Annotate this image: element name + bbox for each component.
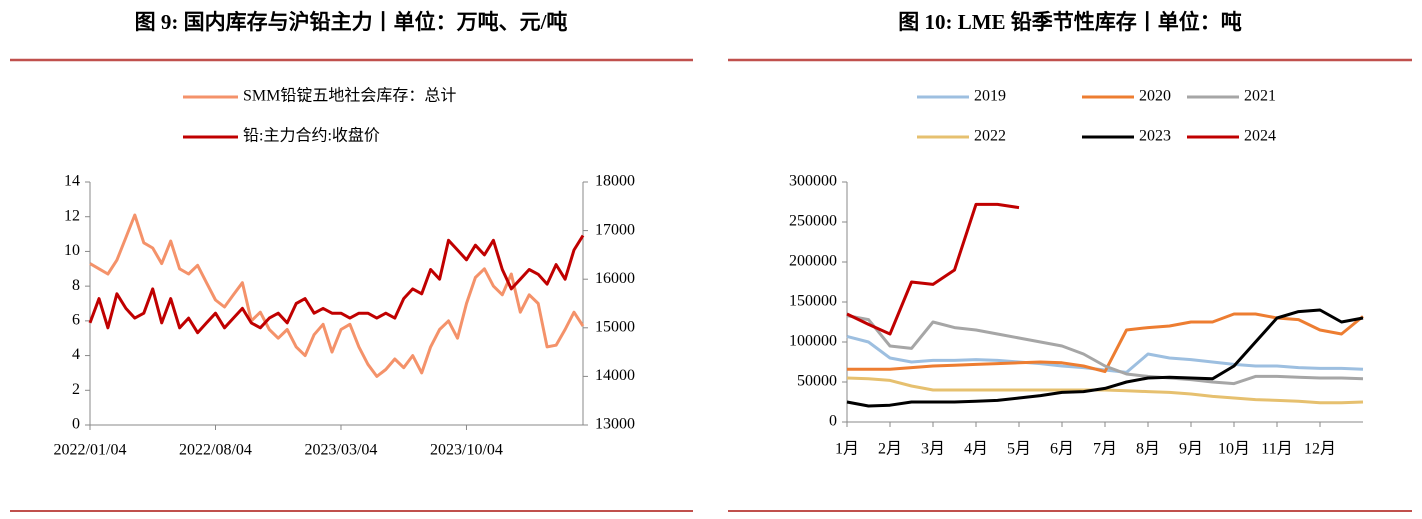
x-tick-label: 2022/08/04	[179, 442, 252, 459]
chart-title: 图 10: LME 铅季节性库存丨单位：吨	[898, 10, 1242, 34]
y-tick-label: 10	[64, 242, 80, 259]
x-tick-label: 12月	[1304, 441, 1336, 458]
legend-label: 2022	[974, 128, 1006, 145]
series-line	[846, 308, 1364, 408]
x-tick-label: 7月	[1093, 441, 1117, 458]
y2-tick-label: 16000	[595, 270, 635, 287]
x-tick-label: 4月	[964, 441, 988, 458]
x-tick-label: 9月	[1179, 441, 1203, 458]
legend-label: 2020	[1139, 88, 1171, 105]
y-tick-label: 8	[72, 277, 80, 294]
y2-tick-label: 14000	[595, 367, 635, 384]
x-tick-label: 2023/03/04	[305, 442, 378, 459]
y-tick-label: 300000	[789, 173, 837, 190]
series-line	[846, 202, 1020, 336]
x-tick-label: 8月	[1136, 441, 1160, 458]
y-tick-label: 12	[64, 207, 80, 224]
y-tick-label: 50000	[797, 373, 837, 390]
y-tick-label: 0	[72, 416, 80, 433]
x-tick-label: 3月	[921, 441, 945, 458]
x-tick-label: 2月	[878, 441, 902, 458]
y-tick-label: 150000	[789, 293, 837, 310]
series-line	[89, 213, 585, 378]
x-tick-label: 1月	[835, 441, 859, 458]
x-tick-label: 10月	[1218, 441, 1250, 458]
y-tick-label: 250000	[789, 213, 837, 230]
x-tick-label: 2022/01/04	[54, 442, 127, 459]
legend-label: 2019	[974, 88, 1006, 105]
x-tick-label: 2023/10/04	[430, 442, 503, 459]
series-line	[846, 376, 1364, 405]
y2-tick-label: 18000	[595, 173, 635, 190]
y-tick-label: 200000	[789, 253, 837, 270]
y-tick-label: 100000	[789, 333, 837, 350]
chart-title: 图 9: 国内库存与沪铅主力丨单位：万吨、元/吨	[135, 10, 568, 34]
x-tick-label: 5月	[1007, 441, 1031, 458]
y2-tick-label: 17000	[595, 221, 635, 238]
series-line	[847, 312, 1364, 374]
legend-label: 铅:主力合约:收盘价	[243, 126, 380, 145]
y-tick-label: 14	[64, 173, 80, 190]
y-tick-label: 0	[829, 413, 837, 430]
y2-tick-label: 15000	[595, 318, 635, 335]
legend-label: 2023	[1139, 128, 1171, 145]
y-tick-label: 2	[72, 381, 80, 398]
x-tick-label: 11月	[1261, 441, 1292, 458]
legend-label: 2021	[1244, 88, 1276, 105]
y-tick-label: 4	[72, 346, 80, 363]
y2-tick-label: 13000	[595, 416, 635, 433]
legend-label: 2024	[1244, 128, 1276, 145]
series-line	[88, 234, 585, 335]
x-tick-label: 6月	[1050, 441, 1074, 458]
legend-label: SMM铅锭五地社会库存：总计	[243, 87, 456, 105]
y-tick-label: 6	[72, 312, 80, 329]
series-line	[846, 314, 1364, 386]
